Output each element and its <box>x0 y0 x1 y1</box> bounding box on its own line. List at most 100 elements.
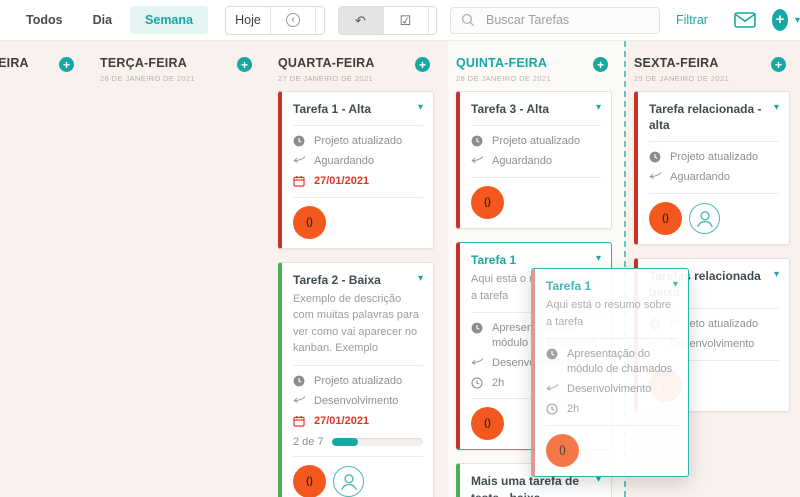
toolbar: Todos Dia Semana Hoje ‹ › ↶ ☑ Filtrar <box>0 0 800 41</box>
task-meta-text: Desenvolvimento <box>670 338 755 351</box>
drag-ghost-card[interactable]: Tarefa 1 ▾ Aqui está o resumo sobre a tare… <box>531 268 689 477</box>
progress-bar-fill <box>331 438 358 447</box>
flow-icon <box>293 155 306 164</box>
view-week-button[interactable]: Semana <box>130 6 208 34</box>
task-card-description: Exemplo de descrição com muitas palavras… <box>293 292 419 355</box>
day-column: SEGUNDA-FEIRA + <box>0 41 78 497</box>
add-task-column-button[interactable]: + <box>593 57 608 72</box>
filter-link[interactable]: Filtrar <box>676 13 708 27</box>
task-meta-text: Aguardando <box>670 171 730 184</box>
task-card[interactable]: Tarefa 1 ▾Aqui está o resumo sobre a tare… <box>531 268 689 477</box>
caret-down-icon[interactable]: ▾ <box>672 279 678 290</box>
caret-down-icon[interactable]: ▾ <box>595 102 601 113</box>
add-task-column-button[interactable]: + <box>415 57 430 72</box>
flow-icon <box>471 155 484 164</box>
kanban-board: SEGUNDA-FEIRA + TERÇA-FEIRA 26 DE JANEIRO D… <box>0 41 800 497</box>
card-divider <box>546 424 678 426</box>
undo-button[interactable]: ↶ <box>338 6 384 34</box>
clock-outline-icon <box>546 403 559 415</box>
add-task-column-button[interactable]: + <box>237 57 252 72</box>
add-task-column-button[interactable]: + <box>771 57 786 72</box>
caret-down-icon[interactable]: ▾ <box>773 102 779 113</box>
view-all-button[interactable]: Todos <box>26 13 63 27</box>
tasks-checklist-button[interactable]: ☑ <box>384 6 429 34</box>
task-card-header: Tarefa 2 - Baixa ▾ <box>293 272 423 288</box>
task-meta-row: Apresentação do módulo de chamados <box>546 347 678 377</box>
flow-icon <box>293 395 306 404</box>
add-assignee-avatar[interactable] <box>333 466 364 497</box>
assignee-avatar[interactable]: () <box>293 465 326 497</box>
column-date-label: 28 DE JANEIRO DE 2021 <box>456 74 552 83</box>
caret-down-icon[interactable]: ▾ <box>595 474 601 486</box>
caret-down-icon[interactable]: ▾ <box>417 272 423 284</box>
day-column: QUARTA-FEIRA 27 DE JANEIRO DE 2021 + Tarefa… <box>278 41 434 497</box>
task-card-title: Tarefa 2 - Baixa <box>293 272 381 287</box>
assignee-avatar[interactable]: () <box>649 202 682 236</box>
person-icon <box>692 206 718 232</box>
subtasks-progress-label: 2 de 7 <box>293 436 324 449</box>
task-card-title: Tarefa 3 - Alta <box>471 102 550 116</box>
caret-down-icon[interactable]: ▾ <box>773 269 779 281</box>
caret-down-icon[interactable]: ▾ <box>595 252 601 264</box>
card-divider <box>471 125 601 127</box>
calendar-view-button[interactable] <box>429 7 437 34</box>
task-card[interactable]: Tarefa relacionada - alta ▾ Projeto atuali… <box>634 91 790 246</box>
flow-icon <box>649 171 662 180</box>
column-header: QUINTA-FEIRA 28 DE JANEIRO DE 2021 + <box>456 41 612 91</box>
assignee-avatars: () <box>546 433 678 467</box>
calendar-icon <box>293 175 306 187</box>
search-box <box>450 6 661 34</box>
next-period-button[interactable]: › <box>316 7 324 34</box>
task-meta-text: Projeto atualizado <box>314 374 403 387</box>
assignee-avatars: () <box>649 202 779 236</box>
assignee-avatar[interactable]: () <box>546 433 579 467</box>
envelope-icon[interactable] <box>734 12 756 28</box>
add-task-global-button[interactable]: + <box>771 9 788 31</box>
task-meta-rows: Projeto atualizado Aguardando 27/01/2021 <box>293 134 423 189</box>
task-card-header: Mais uma tarefa de teste - baixa ▾ <box>471 473 601 497</box>
task-card-title: Tarefa 1 - Alta <box>293 102 372 116</box>
column-day-label: QUARTA-FEIRA <box>278 56 375 70</box>
prev-period-button[interactable]: ‹ <box>271 6 316 34</box>
task-meta-text: 2h <box>567 402 580 415</box>
task-meta-rows: Projeto atualizado Desenvolvimento 27/01/2… <box>293 374 423 429</box>
task-card-header: Tarefa 1 ▾ <box>546 278 678 294</box>
add-menu-caret-icon[interactable]: ▾ <box>794 14 800 26</box>
day-column: SEXTA-FEIRA 29 DE JANEIRO DE 2021 + Tarefa … <box>634 41 790 497</box>
task-meta-text: Apresentação do módulo de chamados <box>567 348 673 376</box>
search-input[interactable] <box>484 12 650 28</box>
column-header-labels: QUINTA-FEIRA 28 DE JANEIRO DE 2021 <box>456 56 551 83</box>
task-meta-text: 27/01/2021 <box>314 414 370 427</box>
assignee-avatar[interactable]: () <box>471 407 504 441</box>
chevron-left-circle-icon: ‹ <box>285 13 300 27</box>
task-meta-row: Projeto atualizado <box>471 134 601 149</box>
task-meta-row: 2h <box>546 402 678 417</box>
clock-icon <box>546 348 559 360</box>
task-meta-row: 27/01/2021 <box>293 174 423 189</box>
card-divider <box>293 125 423 127</box>
card-divider <box>649 141 779 143</box>
task-meta-row: 27/01/2021 <box>293 414 423 429</box>
search-icon <box>461 13 475 27</box>
task-card[interactable]: Tarefa 3 - Alta ▾ Projeto atualizado Aguard… <box>456 91 612 229</box>
task-meta-text: Projeto atualizado <box>492 135 581 148</box>
view-day-button[interactable]: Dia <box>92 13 113 27</box>
task-card-title: Tarefa 1 <box>471 252 517 267</box>
assignee-avatar[interactable]: () <box>293 205 326 239</box>
task-card[interactable]: Tarefa 1 - Alta ▾ Projeto atualizado Aguard… <box>278 91 434 249</box>
subtasks-progress: 2 de 7 <box>293 436 423 448</box>
column-header: SEXTA-FEIRA 29 DE JANEIRO DE 2021 + <box>634 41 790 91</box>
task-card[interactable]: Tarefa 2 - Baixa ▾ Exemplo de descrição co… <box>278 261 434 497</box>
today-button[interactable]: Hoje <box>226 6 271 34</box>
clock-icon <box>293 375 306 387</box>
clock-icon <box>649 151 662 163</box>
task-meta-row: Aguardando <box>649 170 779 185</box>
caret-down-icon[interactable]: ▾ <box>417 102 423 113</box>
task-meta-text: Desenvolvimento <box>314 394 399 407</box>
column-day-label: QUINTA-FEIRA <box>456 56 548 70</box>
assignee-avatar[interactable]: () <box>471 185 504 219</box>
add-task-column-button[interactable]: + <box>59 57 74 72</box>
task-card-title: Tarefa 1 <box>546 279 592 293</box>
add-assignee-avatar[interactable] <box>689 203 720 235</box>
